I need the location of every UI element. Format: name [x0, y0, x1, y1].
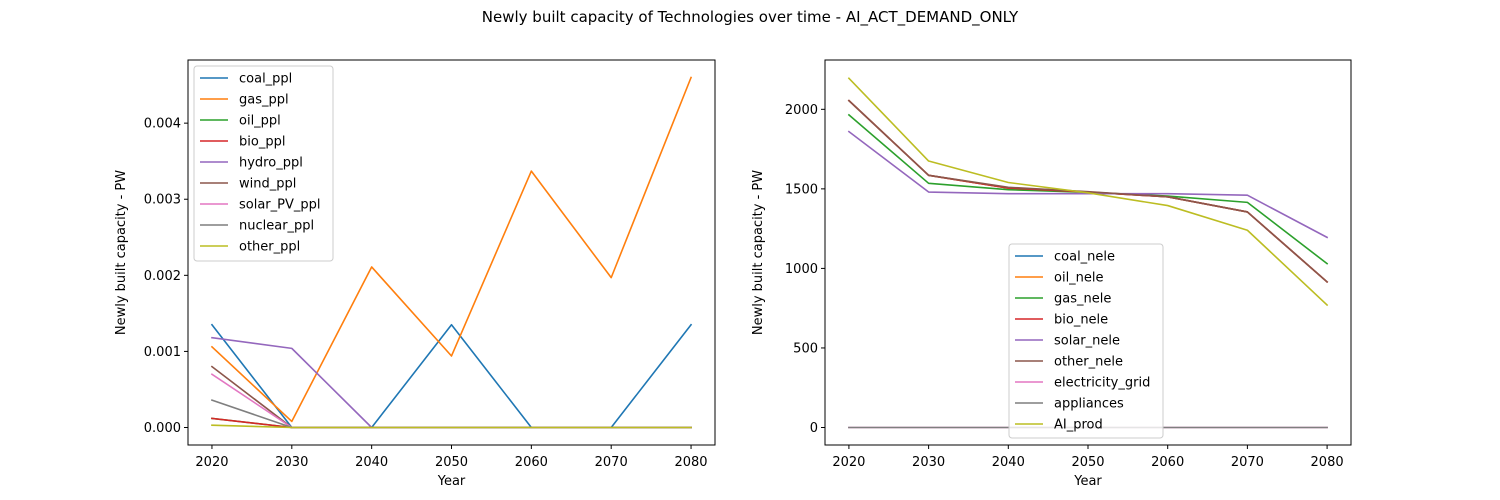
y-tick-label: 1500 — [785, 182, 818, 197]
legend-label: oil_ppl — [239, 114, 281, 129]
legend-label: solar_PV_ppl — [239, 198, 321, 213]
legend: coal_nele oil_nele gas_nele bio_nele solar_n… — [1008, 243, 1164, 439]
y-axis-label: Newly built capacity - PW — [751, 170, 766, 335]
x-tick-label: 2030 — [275, 455, 308, 470]
y-tick-label: 0.002 — [144, 269, 181, 284]
x-tick-label: 2020 — [832, 455, 865, 470]
x-tick-label: 2040 — [992, 455, 1025, 470]
right-line-chart: 2020 2030 2040 2050 2060 2070 2080 0 500 1000 1500… — [751, 59, 1352, 489]
x-tick-label: 2040 — [355, 455, 388, 470]
x-tick-label: 2070 — [1231, 455, 1264, 470]
y-tick-label: 2000 — [785, 103, 818, 118]
legend-label: coal_ppl — [239, 72, 292, 87]
legend-label: other_nele — [1054, 355, 1123, 370]
y-tick-label: 0.003 — [144, 193, 181, 208]
legend-label: gas_nele — [1054, 292, 1111, 307]
legend-label: wind_ppl — [239, 177, 296, 192]
legend-frame — [193, 65, 334, 262]
legend-label: solar_nele — [1054, 334, 1120, 349]
legend-label: AI_prod — [1054, 418, 1103, 433]
x-tick-label: 2050 — [1071, 455, 1104, 470]
series-line-ai-prod — [847, 77, 1329, 307]
y-tick-label: 500 — [793, 341, 818, 356]
legend-label: bio_ppl — [239, 135, 285, 150]
x-axis-label: Year — [437, 474, 466, 489]
y-tick-label: 0.000 — [144, 421, 181, 436]
y-tick-label: 0.004 — [144, 117, 181, 132]
legend-label: hydro_ppl — [239, 156, 303, 171]
legend-label: bio_nele — [1054, 313, 1108, 328]
y-tick-label: 0 — [810, 421, 818, 436]
x-tick-label: 2030 — [912, 455, 945, 470]
left-line-chart: 2020 2030 2040 2050 2060 2070 2080 0.000 0.001 0.… — [114, 59, 716, 489]
legend-label: other_ppl — [239, 240, 300, 255]
legend-label: oil_nele — [1054, 271, 1104, 286]
legend-label: gas_ppl — [239, 93, 289, 108]
legend-label: nuclear_ppl — [239, 219, 314, 234]
series-line-gas-ppl — [210, 76, 693, 423]
x-tick-label: 2080 — [1311, 455, 1344, 470]
series-line-other-ppl — [211, 424, 692, 429]
legend-label: coal_nele — [1054, 250, 1115, 265]
x-tick-label: 2070 — [595, 455, 628, 470]
y-axis-label: Newly built capacity - PW — [114, 170, 129, 335]
x-tick-label: 2020 — [195, 455, 228, 470]
y-tick-label: 0.001 — [144, 345, 181, 360]
y-tick-label: 1000 — [785, 262, 818, 277]
legend-label: appliances — [1054, 397, 1124, 412]
x-tick-label: 2080 — [674, 455, 707, 470]
x-tick-label: 2060 — [1151, 455, 1184, 470]
x-tick-label: 2060 — [515, 455, 548, 470]
legend: coal_ppl gas_ppl oil_ppl bio_ppl hydro_pplwi… — [193, 65, 334, 262]
series-line-other-nele — [847, 99, 1329, 284]
figure-title: Newly built capacity of Technologies ove… — [482, 8, 1019, 27]
x-axis-label: Year — [1073, 474, 1102, 489]
x-tick-label: 2050 — [435, 455, 468, 470]
legend-label: electricity_grid — [1054, 376, 1150, 391]
legend-frame — [1008, 243, 1164, 439]
